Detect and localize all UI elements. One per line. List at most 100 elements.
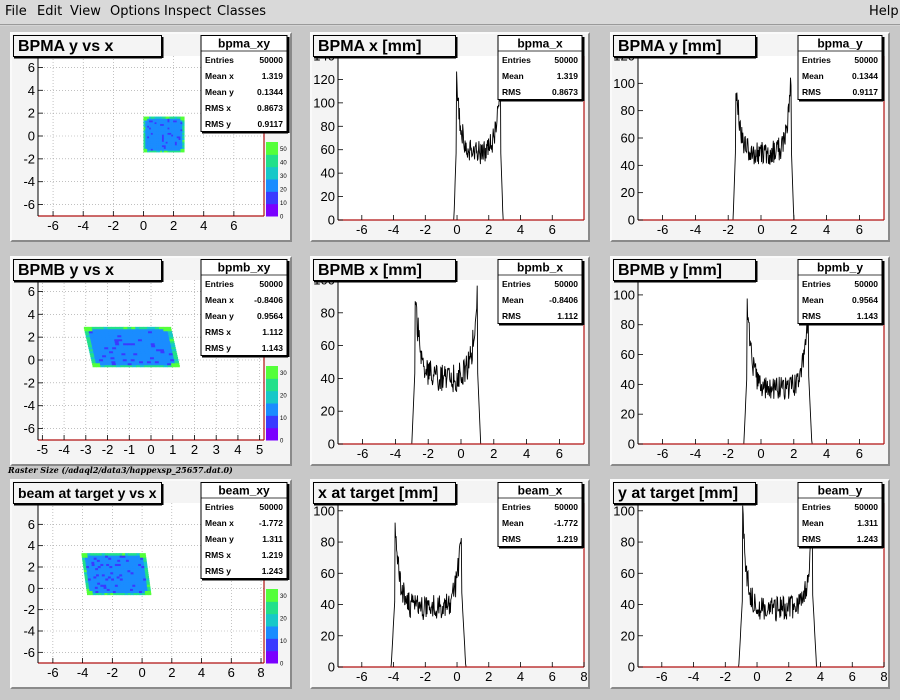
x-tick-label: -4	[688, 669, 700, 684]
stats-label: Mean y	[205, 534, 234, 544]
stats-value: 1.243	[262, 566, 284, 576]
stats-value: 0.1344	[852, 71, 878, 81]
menu-edit[interactable]: Edit	[37, 4, 62, 19]
palette-band	[266, 204, 278, 211]
heatmap-cell	[119, 553, 122, 555]
y-tick-label: 20	[321, 628, 335, 643]
chart-bpmb-y: -6 -4 -2 0 2 4 6020406080100BPMB y [mm] bpmb_yE…	[612, 258, 888, 464]
stats-value: -0.8406	[549, 295, 578, 305]
palette-tick-label: 10	[280, 416, 287, 422]
pad-beam-y[interactable]: -6 -4 -2 0 2 4 6 8 0 20 40 60 80 100 y at target [mm] b…	[610, 479, 890, 689]
y-tick-label: 20	[321, 189, 335, 204]
stats-label: Mean	[502, 71, 524, 81]
stats-label: Entries	[502, 55, 531, 65]
y-tick-label: 80	[321, 305, 335, 320]
stats-name: bpma_xy	[218, 37, 270, 51]
y-tick-label: 60	[621, 347, 635, 362]
heatmap-cell	[84, 327, 88, 329]
pad-bpmb-xy[interactable]: 0 10 20 30 -5 -4 -3 -2 -1 0 1 2 3 4 5 -6 -4 -2 0 2 4 6 BPMB y …	[10, 256, 292, 466]
heatmap-cell	[123, 327, 127, 329]
y-tick-label: 0	[28, 353, 35, 368]
palette-band	[266, 179, 278, 186]
stats-label: RMS	[502, 87, 521, 97]
y-tick-label: 40	[621, 377, 635, 392]
chart-beam-y: -6 -4 -2 0 2 4 6 8020406080100y at target [mm] b…	[612, 481, 888, 687]
y-tick-label: 20	[621, 185, 635, 200]
y-tick-label: 100	[313, 95, 335, 110]
palette-tick-label: 20	[280, 188, 287, 194]
palette-band	[266, 167, 278, 174]
palette-band	[266, 210, 278, 217]
x-tick-label: -2	[722, 222, 734, 237]
chart-title: BPMA x [mm]	[318, 38, 421, 55]
stats-value: 1.112	[262, 327, 283, 337]
x-tick-label: 2	[191, 442, 198, 457]
y-tick-label: 0	[328, 437, 335, 452]
menu-file[interactable]: File	[5, 4, 27, 19]
stats-label: RMS x	[205, 103, 231, 113]
heatmap-cell	[81, 553, 84, 555]
x-tick-label: 1	[169, 442, 176, 457]
palette-band	[266, 601, 278, 608]
pad-bpmb-y[interactable]: -6 -4 -2 0 2 4 6 0 20 40 60 80 100 BPMB y [mm] bpmb_y E…	[610, 256, 890, 466]
palette-band	[266, 366, 278, 373]
palette-band	[266, 422, 278, 429]
heatmap-cell	[112, 327, 116, 329]
stats-name: beam_xy	[218, 484, 270, 498]
palette-band	[266, 142, 278, 149]
stats-label: RMS x	[205, 550, 231, 560]
menu-view[interactable]: View	[70, 4, 101, 19]
chart-title: x at target [mm]	[318, 485, 438, 502]
menu-classes[interactable]: Classes	[217, 4, 266, 19]
x-tick-label: -2	[420, 222, 432, 237]
stats-value: 50000	[259, 279, 283, 289]
y-tick-label: 4	[28, 307, 35, 322]
x-tick-label: 6	[856, 222, 863, 237]
palette-band	[266, 397, 278, 404]
x-tick-label: 2	[170, 218, 177, 233]
stats-value: 0.8673	[552, 87, 578, 97]
menu-options[interactable]: Options	[110, 4, 160, 19]
heatmap-cell	[122, 553, 125, 555]
menu-inspect[interactable]: Inspect	[164, 4, 211, 19]
pad-beam-xy[interactable]: 0 10 20 30 -6 -4 -2 0 2 4 6 8 -6 -4 -2 0 2 4 6 beam at targ…	[10, 479, 292, 689]
x-tick-label: 2	[490, 446, 497, 461]
x-tick-label: -6	[356, 222, 368, 237]
x-tick-label: 2	[485, 222, 492, 237]
menu-bar: File Edit View Options Inspect Classes H…	[0, 0, 900, 25]
heatmap-cell	[100, 327, 104, 329]
stats-name: bpma_y	[817, 37, 863, 51]
y-tick-label: 0	[328, 213, 335, 228]
x-tick-label: -6	[47, 665, 59, 680]
x-tick-label: 6	[230, 218, 237, 233]
menu-help[interactable]: Help	[869, 4, 899, 19]
y-tick-label: -4	[23, 398, 35, 413]
y-tick-label: 100	[313, 503, 335, 518]
heatmap-cell	[143, 327, 147, 329]
stats-label: Entries	[205, 279, 234, 289]
palette-band	[266, 409, 278, 416]
y-tick-label: 0	[28, 129, 35, 144]
pad-beam-x[interactable]: -6 -4 -2 0 2 4 6 8 0 20 40 60 80 100 x at target [mm] b…	[310, 479, 590, 689]
raster-size-caption: Raster Size (/adaql2/data3/happexsp_2565…	[8, 465, 233, 475]
x-tick-label: -4	[77, 665, 89, 680]
pad-bpma-x[interactable]: -6-4-20246020406080100120140BPMA x [mm]b…	[310, 32, 590, 242]
chart-title: y at target [mm]	[618, 485, 738, 502]
heatmap-cell	[96, 553, 99, 555]
pad-bpma-xy[interactable]: 0 10 20 30 40 50 -6 -4 -2 0 2 4 6 -6 -4 -2 0 2 4 6 BPMA y vs…	[10, 32, 292, 242]
chart-bpmb-xy: 0102030-5 -4 -3 -2 -1 0 1 2 3 4 5-6-4-20246BPMB y …	[12, 258, 290, 464]
stats-label: RMS	[502, 534, 521, 544]
stats-value: 50000	[554, 55, 578, 65]
x-tick-label: 0	[457, 446, 464, 461]
y-tick-label: -2	[23, 375, 35, 390]
x-tick-label: -4	[690, 222, 702, 237]
heatmap-cell	[116, 553, 119, 555]
x-tick-label: 6	[556, 446, 563, 461]
y-tick-label: 100	[613, 503, 635, 518]
y-tick-label: 60	[321, 566, 335, 581]
chart-beam-x: -6 -4 -2 0 2 4 6 8020406080100x at target [mm] b…	[312, 481, 588, 687]
palette-band	[266, 645, 278, 652]
y-tick-label: 20	[621, 407, 635, 422]
